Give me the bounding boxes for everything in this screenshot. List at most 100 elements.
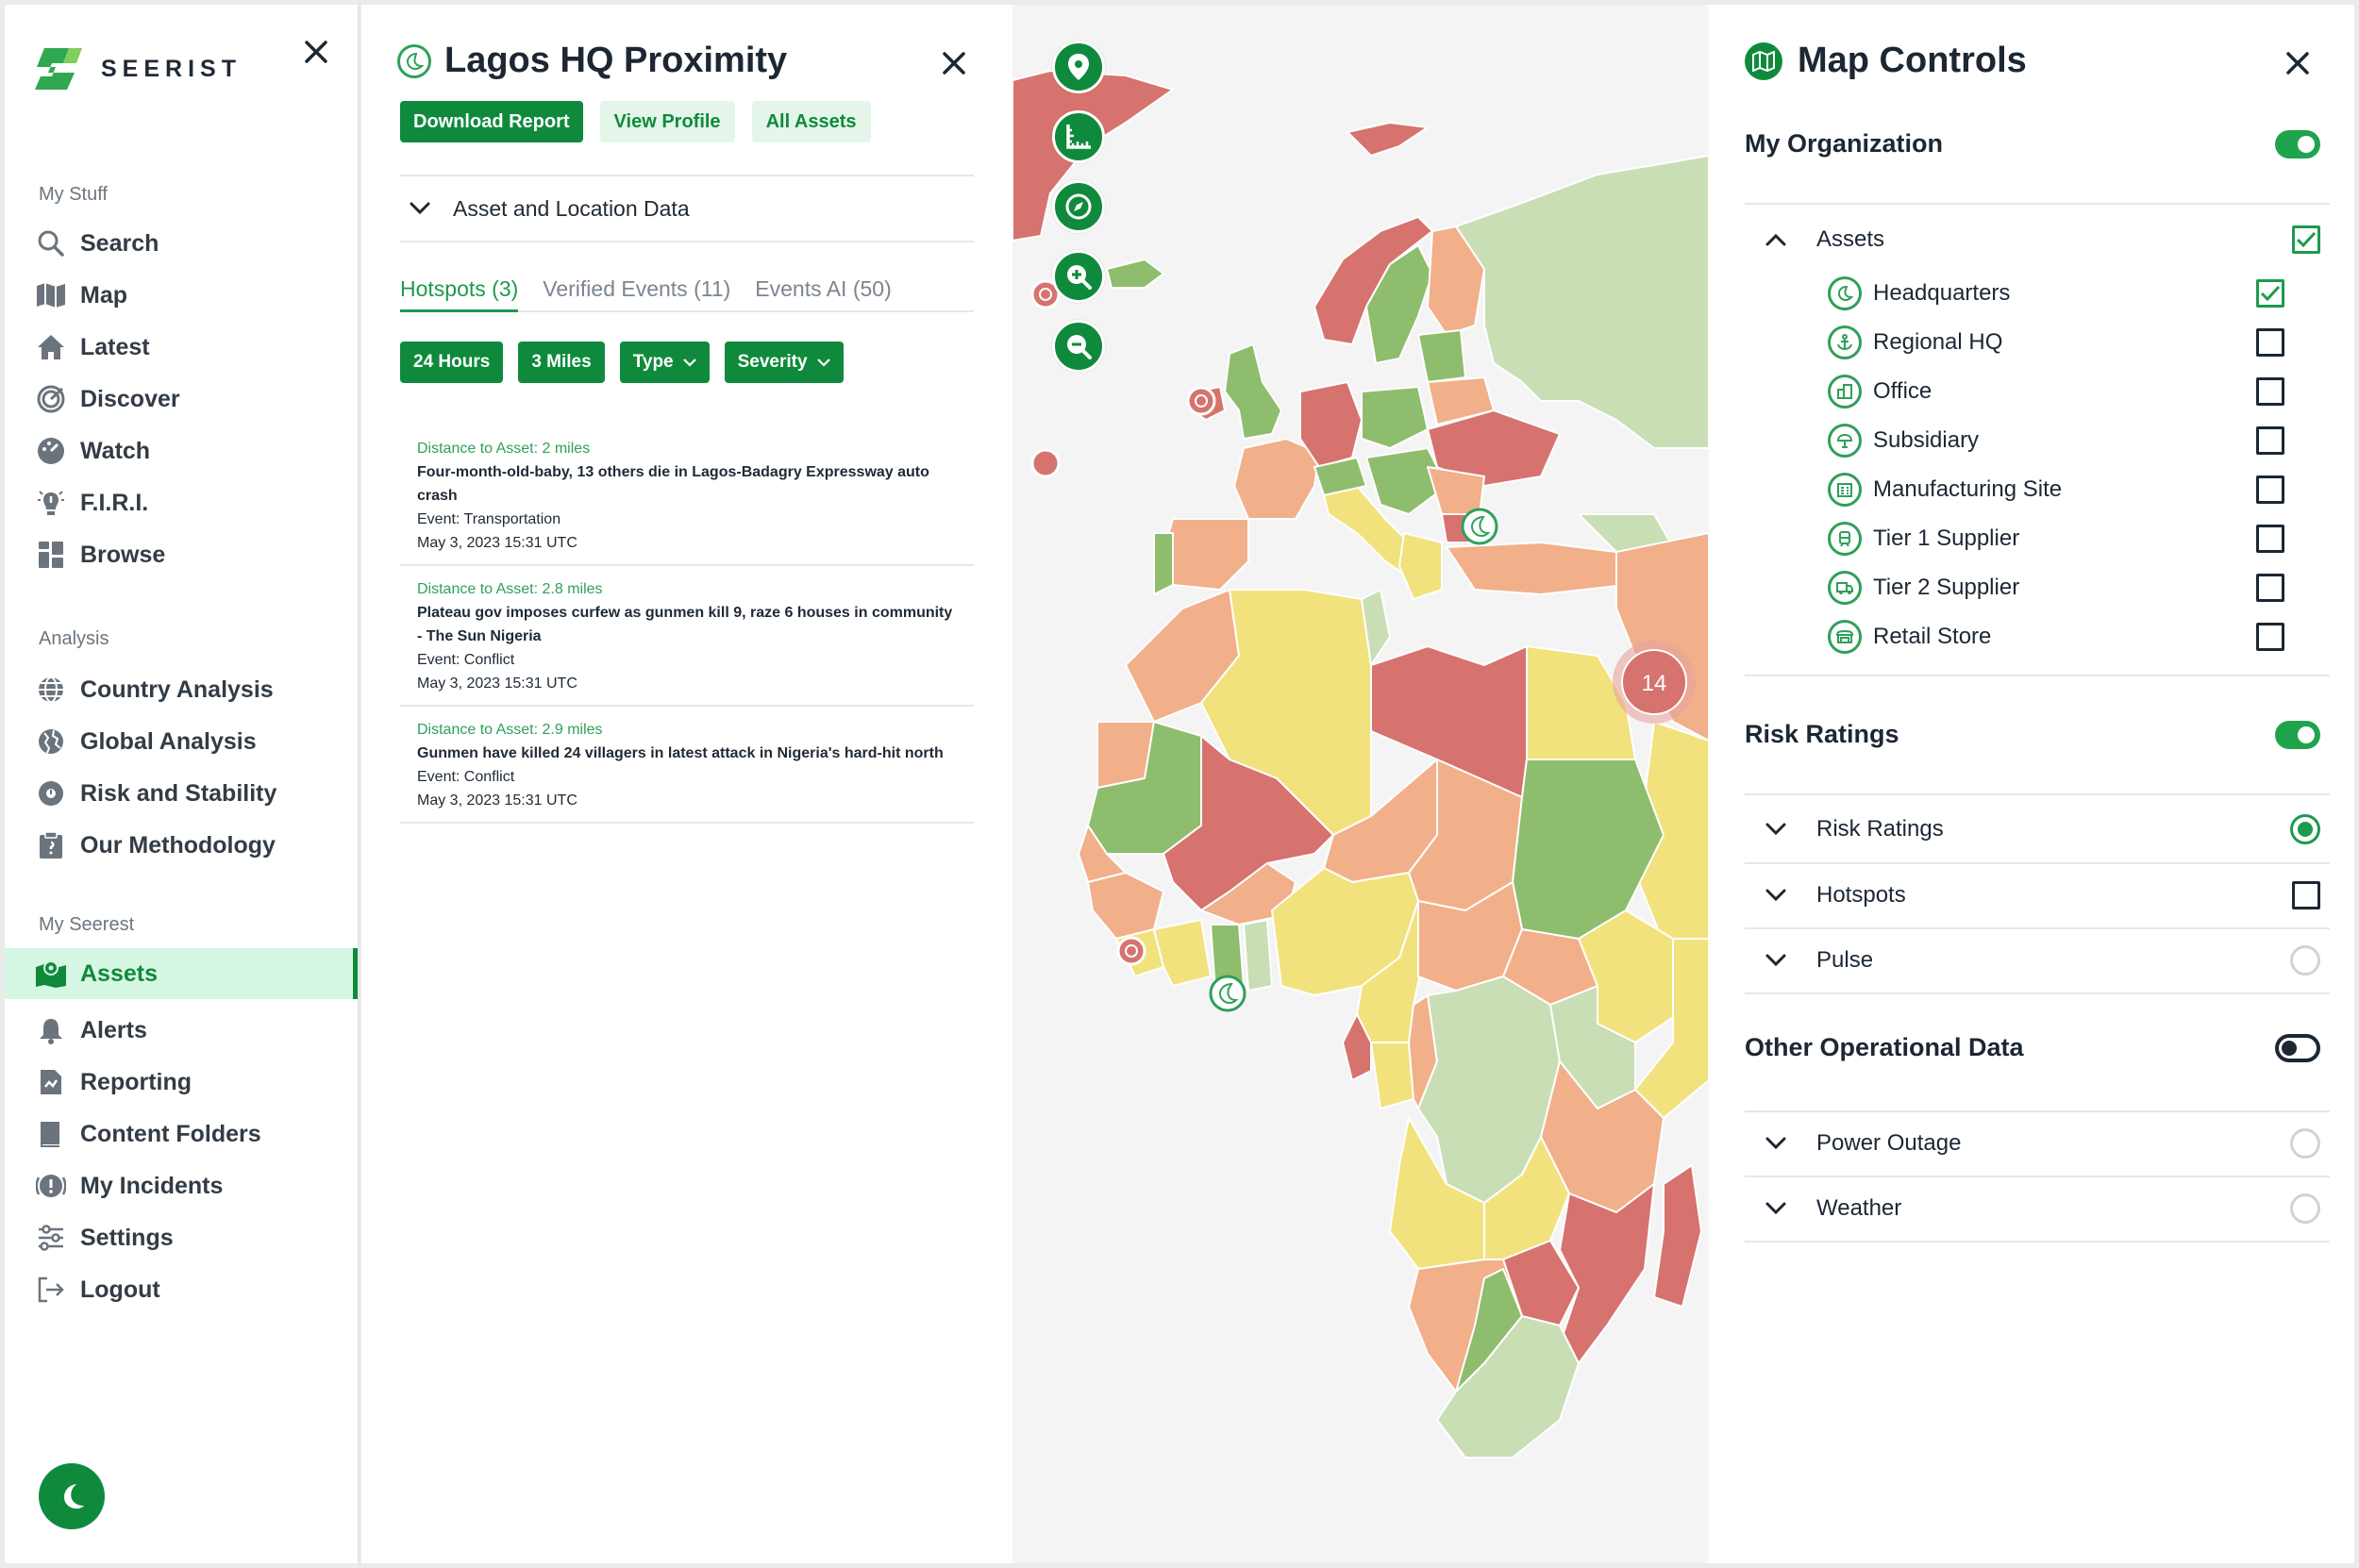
zoom-in-button[interactable]: [1052, 250, 1105, 303]
sliders-icon: [35, 1222, 67, 1254]
theme-toggle-button[interactable]: [39, 1463, 105, 1529]
divider: [1745, 1110, 2330, 1112]
event-type: Event: Conflict: [417, 769, 515, 785]
nav-item-label: My Incidents: [80, 1172, 224, 1199]
nav-item-reporting[interactable]: Reporting: [5, 1057, 358, 1108]
sidebar-nav: SEERIST My Stuff Search Map Latest Disco…: [5, 5, 360, 1563]
tab-events-ai[interactable]: Events AI (50): [755, 276, 892, 301]
nav-item-assets[interactable]: Assets: [5, 948, 358, 999]
retail-store-checkbox[interactable]: [2256, 623, 2284, 651]
download-report-button[interactable]: Download Report: [400, 101, 583, 142]
headquarters-checkbox[interactable]: [2256, 279, 2284, 308]
risk-ratings-radio[interactable]: [2290, 814, 2320, 844]
filter-time-label: 24 Hours: [413, 352, 491, 372]
asset-type-manufacturing-site[interactable]: Manufacturing Site: [1828, 469, 2284, 510]
manufacturing-site-checkbox[interactable]: [2256, 475, 2284, 504]
asset-type-tier-2-supplier[interactable]: Tier 2 Supplier: [1828, 567, 2284, 609]
nav-item-global-analysis[interactable]: Global Analysis: [5, 716, 358, 767]
risk-map[interactable]: 14: [1012, 5, 1709, 1563]
tab-hotspots[interactable]: Hotspots (3): [400, 276, 519, 312]
nav-item-search[interactable]: Search: [5, 218, 358, 269]
event-item[interactable]: Distance to Asset: 2.9 miles Gunmen have…: [400, 707, 974, 824]
region-germany: [1299, 381, 1363, 468]
filter-distance-label: 3 Miles: [531, 352, 592, 372]
asset-type-retail-store[interactable]: Retail Store: [1828, 616, 2284, 658]
nav-item-map[interactable]: Map: [5, 270, 358, 321]
weather-radio[interactable]: [2290, 1193, 2320, 1224]
pulse-radio[interactable]: [2290, 945, 2320, 976]
nav-item-alerts[interactable]: Alerts: [5, 1005, 358, 1056]
hotspots-row[interactable]: Hotspots: [1745, 864, 2330, 926]
tier-1-supplier-checkbox[interactable]: [2256, 525, 2284, 553]
my-organization-toggle[interactable]: [2275, 129, 2320, 158]
nav-item-settings[interactable]: Settings: [5, 1212, 358, 1263]
nav-item-my-incidents[interactable]: My Incidents: [5, 1160, 358, 1211]
nav-item-watch[interactable]: Watch: [5, 425, 358, 476]
train-icon: [1828, 522, 1862, 556]
measure-button[interactable]: [1052, 110, 1105, 163]
filter-severity[interactable]: Severity: [724, 342, 844, 383]
asset-type-regional-hq[interactable]: Regional HQ: [1828, 322, 2284, 363]
assets-row[interactable]: Assets: [1745, 209, 2330, 271]
asset-type-subsidiary[interactable]: Subsidiary: [1828, 420, 2284, 461]
search-icon: [35, 227, 67, 259]
subsidiary-checkbox[interactable]: [2256, 426, 2284, 455]
region-alps: [1313, 457, 1367, 496]
folder-icon: [35, 1118, 67, 1150]
nav-item-country-analysis[interactable]: Country Analysis: [5, 664, 358, 715]
nav-item-our-methodology[interactable]: Our Methodology: [5, 820, 358, 871]
nav-item-content-folders[interactable]: Content Folders: [5, 1109, 358, 1159]
filter-type[interactable]: Type: [619, 342, 710, 383]
dashboard-icon: [35, 435, 67, 467]
asset-type-office[interactable]: Office: [1828, 371, 2284, 412]
view-profile-button[interactable]: View Profile: [599, 101, 735, 142]
asset-type-tier-1-supplier[interactable]: Tier 1 Supplier: [1828, 518, 2284, 559]
nav-item-logout[interactable]: Logout: [5, 1264, 358, 1315]
filter-distance[interactable]: 3 Miles: [518, 342, 605, 383]
nav-item-browse[interactable]: Browse: [5, 529, 358, 580]
region-uk: [1224, 343, 1282, 440]
nav-item-risk-and-stability[interactable]: Risk and Stability: [5, 768, 358, 819]
locate-button[interactable]: [1052, 41, 1105, 93]
close-controls-button[interactable]: [2279, 44, 2317, 82]
region-south-africa: [1436, 1315, 1580, 1459]
compass-button[interactable]: [1052, 180, 1105, 233]
filter-time[interactable]: 24 Hours: [400, 342, 504, 383]
regional-hq-checkbox[interactable]: [2256, 328, 2284, 357]
zoom-out-button[interactable]: [1052, 320, 1105, 373]
asset-type-headquarters[interactable]: Headquarters: [1828, 273, 2284, 314]
store-icon: [1828, 620, 1862, 654]
risk-ratings-row[interactable]: Risk Ratings: [1745, 798, 2330, 860]
nav-item-latest[interactable]: Latest: [5, 322, 358, 373]
other-operational-data-toggle[interactable]: [2275, 1033, 2320, 1062]
close-nav-button[interactable]: [297, 33, 335, 71]
divider: [1745, 862, 2330, 864]
all-assets-button[interactable]: All Assets: [751, 101, 871, 142]
event-item[interactable]: Distance to Asset: 2.8 miles Plateau gov…: [400, 566, 974, 707]
risk-map-canvas[interactable]: 14: [1012, 5, 1709, 1563]
nav-item-label: Our Methodology: [80, 831, 276, 859]
event-date: May 3, 2023 15:31 UTC: [417, 676, 577, 692]
power-outage-radio[interactable]: [2290, 1128, 2320, 1159]
incident-icon: [35, 1170, 67, 1202]
nav-item-firi[interactable]: F.I.R.I.: [5, 477, 358, 528]
weather-row[interactable]: Weather: [1745, 1177, 2330, 1240]
pulse-row[interactable]: Pulse: [1745, 929, 2330, 992]
office-checkbox[interactable]: [2256, 377, 2284, 406]
divider: [1745, 1176, 2330, 1177]
close-panel-button[interactable]: [935, 44, 973, 82]
hotspots-checkbox[interactable]: [2292, 881, 2320, 909]
tier-2-supplier-checkbox[interactable]: [2256, 574, 2284, 602]
assets-checkbox[interactable]: [2292, 225, 2320, 254]
risk-ratings-toggle[interactable]: [2275, 720, 2320, 749]
nav-item-label: Global Analysis: [80, 727, 257, 755]
event-item[interactable]: Distance to Asset: 2 miles Four-month-ol…: [400, 425, 974, 566]
tab-verified-events[interactable]: Verified Events (11): [543, 276, 731, 301]
power-outage-row[interactable]: Power Outage: [1745, 1112, 2330, 1175]
nav-item-discover[interactable]: Discover: [5, 374, 358, 425]
row-label: Weather: [1816, 1195, 1902, 1221]
nav-section-my-stuff: My Stuff: [39, 184, 108, 205]
brand-logo[interactable]: SEERIST: [31, 46, 242, 92]
asset-location-accordion[interactable]: Asset and Location Data: [400, 175, 974, 242]
toggle-knob: [2298, 726, 2315, 743]
